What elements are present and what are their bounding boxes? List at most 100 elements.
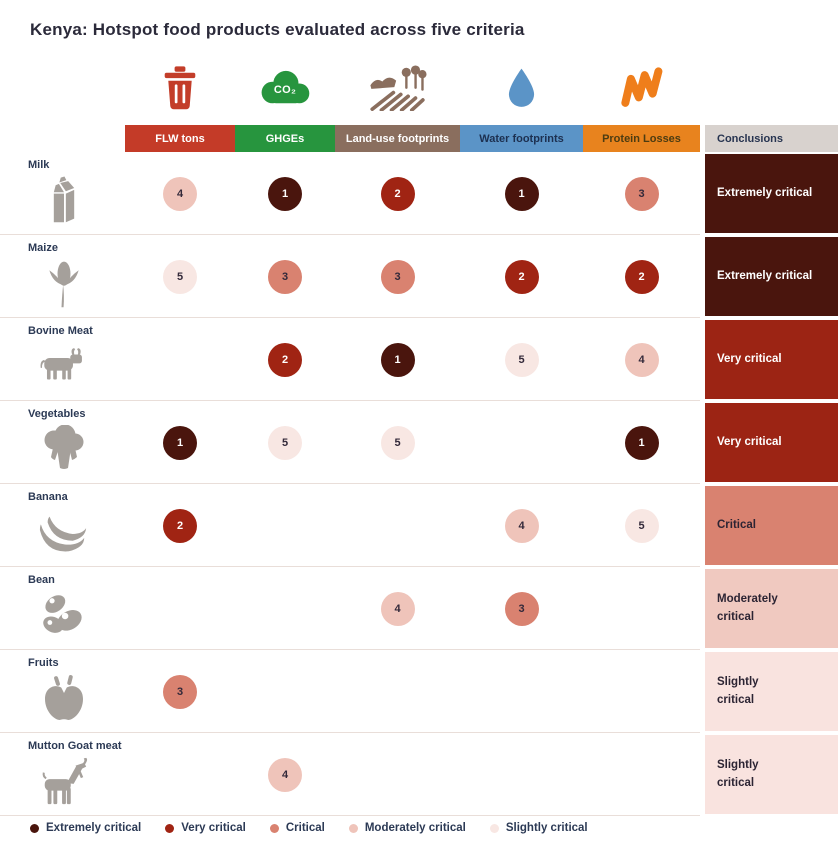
conclusion-cell: Moderately critical: [705, 567, 838, 650]
score-cell-flw: 2: [125, 484, 235, 567]
conclusion-badge: Moderately critical: [705, 569, 838, 648]
score-circle: 4: [163, 176, 197, 211]
product-label: Bean: [28, 574, 55, 586]
legend-label: Very critical: [181, 822, 246, 834]
criterion-icon-cell-land: [335, 56, 460, 120]
score-circle: 3: [504, 591, 539, 626]
score-cell-flw: 4: [125, 152, 235, 235]
column-header-conclusions: Conclusions: [705, 125, 838, 152]
legend-dot: [348, 823, 358, 833]
criterion-icon-cell-flw: [125, 56, 235, 120]
conclusion-badge: Extremely critical: [705, 237, 838, 316]
score-cell-land: [335, 484, 460, 567]
page-title: Kenya: Hotspot food products evaluated a…: [30, 20, 525, 39]
score-circle: 1: [268, 176, 302, 211]
legend-label: Critical: [285, 822, 325, 834]
score-circle: 3: [163, 674, 197, 709]
score-cell-ghge: 5: [235, 401, 335, 484]
water-drop-icon: [506, 67, 537, 109]
score-circle: 4: [504, 508, 539, 543]
co2-cloud-icon: CO₂: [258, 68, 312, 108]
field-icon: [369, 65, 427, 111]
conclusion-cell: Slightly critical: [705, 650, 838, 733]
legend-label: Extremely critical: [46, 822, 142, 834]
score-cell-protein: 3: [583, 152, 700, 235]
conclusion-text-line: Extremely critical: [717, 269, 813, 282]
table-row: Banana 2 4 5 Critical: [0, 484, 840, 567]
score-cell-protein: 2: [583, 235, 700, 318]
score-circle: 1: [504, 176, 539, 211]
score-circle: 5: [163, 259, 197, 294]
conclusion-badge: Very critical: [705, 320, 838, 399]
criterion-icon-cell-water: [460, 56, 583, 120]
legend-item: Critical: [269, 822, 325, 834]
legend-item: Moderately critical: [348, 822, 466, 834]
conclusion-badge: Slightly critical: [705, 735, 838, 814]
conclusion-text-line: critical: [717, 610, 755, 623]
score-cell-protein: [583, 650, 700, 733]
score-circle: 5: [268, 425, 302, 460]
conclusion-text-line: Extremely critical: [717, 186, 813, 199]
conclusion-text-line: Moderately: [717, 593, 778, 606]
criteria-icons-row: CO₂: [0, 56, 840, 120]
score-circle: 3: [268, 259, 302, 294]
product-label: Banana: [28, 491, 68, 503]
table-row: Maize 5 3 3 2 2 Extremely critical: [0, 235, 840, 318]
conclusion-cell: Extremely critical: [705, 235, 838, 318]
score-cell-flw: 5: [125, 235, 235, 318]
score-cell-protein: [583, 733, 700, 816]
product-label: Bovine Meat: [28, 325, 93, 337]
milk-carton-icon: [38, 176, 125, 231]
score-cell-ghge: 2: [235, 318, 335, 401]
goat-icon: [38, 757, 125, 812]
score-cell-land: 5: [335, 401, 460, 484]
conclusion-cell: Critical: [705, 484, 838, 567]
score-circle: 2: [380, 176, 415, 211]
score-cell-protein: [583, 567, 700, 650]
conclusion-text-line: critical: [717, 776, 755, 789]
conclusion-cell: Very critical: [705, 401, 838, 484]
conclusion-cell: Extremely critical: [705, 152, 838, 235]
conclusion-text-line: Slightly: [717, 759, 759, 772]
product-cell: Banana: [0, 484, 125, 567]
product-label: Mutton Goat meat: [28, 740, 122, 752]
conclusion-text-line: Very critical: [717, 352, 782, 365]
score-cell-water: 5: [460, 318, 583, 401]
score-circle: 2: [268, 342, 302, 377]
score-cell-water: 2: [460, 235, 583, 318]
criterion-icon-cell-ghge: CO₂: [235, 56, 335, 120]
conclusion-text-line: critical: [717, 693, 755, 706]
score-cell-water: [460, 650, 583, 733]
column-header-protein: Protein Losses: [583, 125, 700, 152]
product-cell: Fruits: [0, 650, 125, 733]
column-header-flw: FLW tons: [125, 125, 235, 152]
score-circle: 3: [380, 259, 415, 294]
score-circle: 5: [504, 342, 539, 377]
score-circle: 2: [504, 259, 539, 294]
score-cell-ghge: [235, 567, 335, 650]
product-label: Fruits: [28, 657, 59, 669]
score-cell-water: 1: [460, 152, 583, 235]
score-cell-flw: [125, 733, 235, 816]
product-label: Milk: [28, 159, 50, 171]
score-circle: 1: [624, 425, 659, 460]
severity-legend: Extremely critical Very critical Critical M…: [30, 822, 588, 834]
table-row: Fruits 3 Slightly critical: [0, 650, 840, 733]
score-cell-ghge: 3: [235, 235, 335, 318]
banana-icon: [38, 508, 125, 563]
conclusion-text-line: Very critical: [717, 435, 782, 448]
protein-squiggle-icon: [619, 67, 665, 107]
legend-item: Slightly critical: [489, 822, 588, 834]
score-cell-water: [460, 401, 583, 484]
score-cell-ghge: 4: [235, 733, 335, 816]
score-cell-flw: [125, 318, 235, 401]
score-cell-protein: 1: [583, 401, 700, 484]
legend-dot: [269, 823, 279, 833]
score-circle: 4: [380, 591, 415, 626]
score-circle: 3: [624, 176, 659, 211]
score-cell-flw: [125, 567, 235, 650]
score-circle: 1: [163, 425, 197, 460]
score-cell-water: [460, 733, 583, 816]
conclusion-cell: Slightly critical: [705, 733, 838, 816]
trash-icon: [162, 66, 198, 110]
